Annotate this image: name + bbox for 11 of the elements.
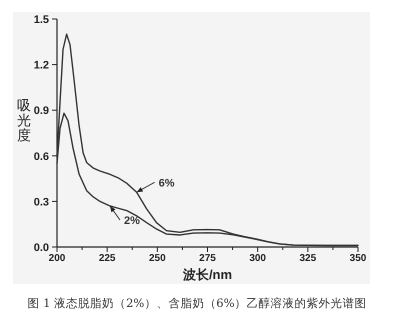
x-axis-title: 波长/nm: [182, 267, 232, 282]
y-tick-label: 1.5: [34, 14, 49, 26]
series-label: 6%: [158, 177, 175, 190]
y-tick-label: 0.3: [34, 196, 49, 208]
y-tick-label: 0.9: [34, 105, 49, 118]
y-tick-label: 1.2: [34, 60, 49, 72]
y-tick-label: 0.0: [34, 242, 49, 254]
series-label: 2%: [124, 214, 140, 227]
caption: 图 1 液态脱脂奶（2%）、含脂奶（6%）乙醇溶液的紫外光谱图: [27, 296, 367, 310]
y-tick-label: 0.6: [34, 150, 49, 163]
y-axis-title: 吸光度: [17, 97, 31, 143]
